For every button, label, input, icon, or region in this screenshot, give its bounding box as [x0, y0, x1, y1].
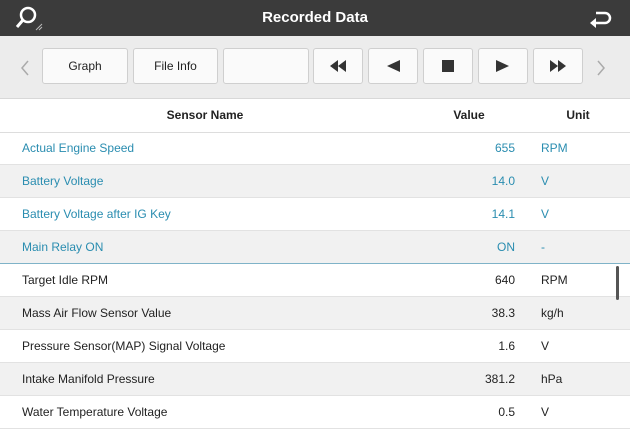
- table-row[interactable]: Main Relay ON ON -: [0, 231, 630, 264]
- sensor-name: Target Idle RPM: [22, 273, 109, 287]
- top-bar: Recorded Data: [0, 0, 630, 36]
- table-row[interactable]: Battery Voltage after IG Key 14.1 V: [0, 198, 630, 231]
- sensor-value: 640: [494, 273, 515, 287]
- sensor-unit: V: [541, 207, 550, 221]
- sensor-value: 381.2: [484, 372, 515, 386]
- toolbar: Graph File Info: [0, 36, 630, 99]
- sensor-unit: RPM: [541, 273, 568, 287]
- scrollbar: [616, 266, 619, 300]
- sensor-unit: kg/h: [541, 306, 564, 320]
- search-icon[interactable]: [14, 4, 46, 32]
- column-header[interactable]: Unit: [566, 108, 590, 122]
- sensor-unit: V: [541, 339, 550, 353]
- sensor-name: Water Temperature Voltage: [22, 405, 168, 419]
- sensor-name: Battery Voltage after IG Key: [22, 207, 171, 221]
- graph-button[interactable]: Graph: [42, 48, 128, 84]
- sensor-value: 655: [494, 141, 515, 155]
- empty-button[interactable]: [223, 48, 309, 84]
- table-row[interactable]: Water Temperature Voltage 0.5 V: [0, 396, 630, 429]
- sensor-name: Mass Air Flow Sensor Value: [22, 306, 172, 320]
- sensor-value: ON: [497, 240, 515, 254]
- table-row[interactable]: Intake Manifold Pressure 381.2 hPa: [0, 363, 630, 396]
- sensor-name: Actual Engine Speed: [22, 141, 135, 155]
- sensor-name: Pressure Sensor(MAP) Signal Voltage: [22, 339, 226, 353]
- scroll-left[interactable]: [20, 60, 30, 76]
- stop-button[interactable]: [423, 48, 473, 84]
- sensor-value: 38.3: [491, 306, 515, 320]
- sensor-unit: V: [541, 405, 550, 419]
- column-header[interactable]: Value: [453, 108, 485, 122]
- sensor-value: 14.0: [491, 174, 515, 188]
- back-icon[interactable]: [586, 4, 616, 32]
- table-row[interactable]: Battery Voltage 14.0 V: [0, 165, 630, 198]
- column-header[interactable]: Sensor Name: [166, 108, 244, 122]
- fast-forward-button[interactable]: [533, 48, 583, 84]
- sensor-value: 1.6: [498, 339, 515, 353]
- scroll-right[interactable]: [596, 60, 606, 76]
- play-button[interactable]: [478, 48, 528, 84]
- sensor-name: Intake Manifold Pressure: [22, 372, 155, 386]
- sensor-unit: RPM: [541, 141, 568, 155]
- sensor-name: Battery Voltage: [22, 174, 104, 188]
- table-row[interactable]: Actual Engine Speed 655 RPM: [0, 132, 630, 165]
- sensor-unit: hPa: [541, 372, 563, 386]
- rewind-button[interactable]: [313, 48, 363, 84]
- table-row[interactable]: Mass Air Flow Sensor Value 38.3 kg/h: [0, 297, 630, 330]
- sensor-value: 0.5: [498, 405, 515, 419]
- prev-button[interactable]: [368, 48, 418, 84]
- file-info-button[interactable]: File Info: [133, 48, 218, 84]
- sensor-value: 14.1: [491, 207, 515, 221]
- sensor-name: Main Relay ON: [22, 240, 104, 254]
- table-row[interactable]: Pressure Sensor(MAP) Signal Voltage 1.6 V: [0, 330, 630, 363]
- title: Recorded Data: [262, 9, 368, 26]
- table-header: Sensor Name Value Unit: [0, 99, 630, 133]
- sensor-unit: V: [541, 174, 550, 188]
- table-row[interactable]: Target Idle RPM 640 RPM: [0, 264, 630, 297]
- sensor-unit: -: [541, 240, 545, 254]
